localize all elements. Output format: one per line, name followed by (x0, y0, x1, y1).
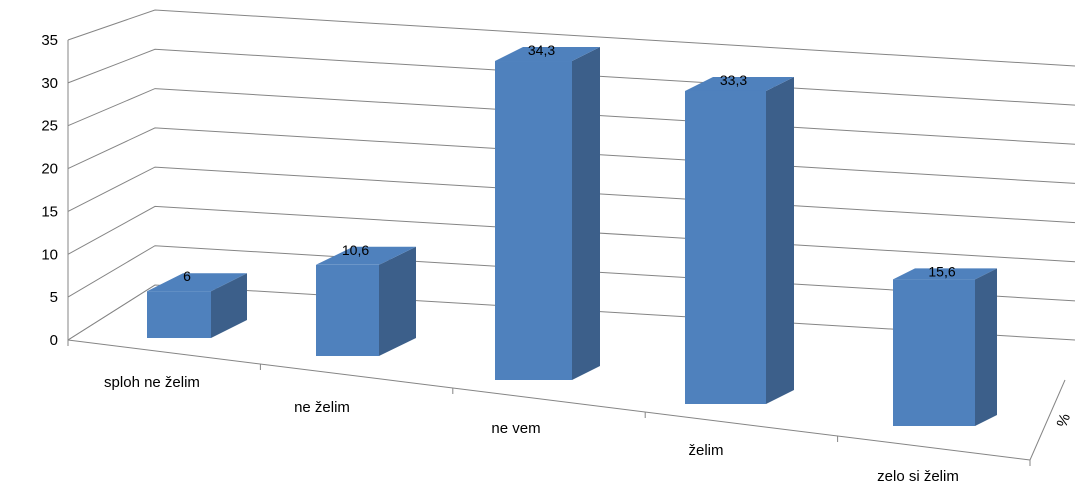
y-tick-label: 0 (50, 332, 58, 349)
data-label: 33,3 (720, 72, 747, 88)
bars (147, 47, 997, 426)
data-label: 15,6 (928, 263, 955, 279)
bar-front (893, 279, 975, 426)
data-label: 34,3 (528, 42, 555, 58)
y-tick-label: 30 (41, 75, 58, 92)
bar-top (685, 77, 794, 91)
y-tick-label: 35 (41, 32, 58, 49)
x-category-label: ne vem (491, 420, 540, 437)
bar-side (572, 47, 600, 380)
x-category-label: ne želim (294, 399, 350, 416)
bar-side (379, 246, 416, 356)
bar-top (147, 273, 247, 292)
bar-side (975, 268, 997, 426)
bar-side (211, 273, 247, 338)
labels: 0 5 10 15 20 25 30 35 6 10,6 34,3 33,3 15,6 sploh ne … (41, 32, 1074, 485)
bar (495, 47, 600, 380)
bar (147, 273, 247, 338)
y-tick-label: 20 (41, 161, 58, 178)
bar (685, 77, 794, 404)
bar (316, 246, 416, 356)
x-category-label: sploh ne želim (104, 374, 200, 391)
axes (67, 40, 1066, 466)
y-tick-label: 10 (41, 246, 58, 263)
gridlines (67, 9, 1075, 341)
x-category-label: zelo si želim (877, 468, 959, 485)
bar-top (316, 246, 416, 265)
bar-side (766, 77, 794, 404)
x-axis-line (67, 339, 1031, 461)
x-category-label: želim (688, 442, 723, 459)
y-tick-label: 25 (41, 118, 58, 135)
data-label: 6 (183, 268, 191, 284)
bar (893, 268, 997, 426)
bar-front (147, 291, 211, 338)
depth-axis-line (1029, 379, 1066, 461)
gridline (67, 9, 1075, 67)
floor-left-edge (67, 284, 156, 341)
data-label: 10,6 (342, 242, 369, 258)
y-tick-label: 5 (50, 289, 58, 306)
bar-front (316, 264, 379, 356)
bar-front (495, 61, 572, 380)
bar-top (495, 47, 600, 61)
y-tick-label: 15 (41, 203, 58, 220)
depth-axis-label: % (1054, 411, 1075, 429)
bar-top (893, 268, 997, 280)
bar-front (685, 90, 766, 404)
